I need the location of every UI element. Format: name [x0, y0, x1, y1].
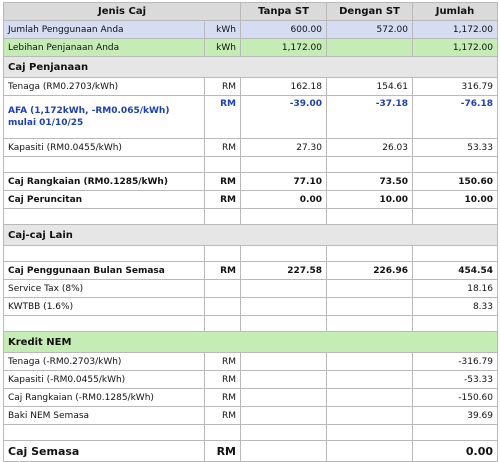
- tenaga-tanpa-st: 162.18: [240, 77, 327, 96]
- kapasiti-unit: RM: [204, 138, 241, 157]
- row-nem-kapasiti: Kapasiti (-RM0.0455/kWh) RM -53.33: [3, 370, 498, 389]
- bulan-semasa-dengan-st: 226.96: [326, 261, 413, 280]
- section-caj-lain: Caj-caj Lain: [3, 224, 498, 246]
- usage-row: Jumlah Penggunaan Anda kWh 600.00 572.00…: [3, 20, 498, 39]
- usage-tanpa-st: 600.00: [240, 20, 327, 39]
- service-tax-label: Service Tax (8%): [3, 279, 205, 298]
- row-caj-rangkaian: Caj Rangkaian (RM0.1285/kWh) RM 77.10 73…: [3, 172, 498, 191]
- caj-peruncitan-tanpa-st: 0.00: [240, 190, 327, 209]
- caj-rangkaian-dengan-st: 73.50: [326, 172, 413, 191]
- usage-label: Jumlah Penggunaan Anda: [3, 20, 205, 39]
- row-caj-peruncitan: Caj Peruncitan RM 0.00 10.00 10.00: [3, 190, 498, 209]
- excess-row: Lebihan Penjanaan Anda kWh 1,172.00 1,17…: [3, 38, 498, 57]
- nem-kapasiti-jumlah: -53.33: [412, 370, 498, 389]
- header-jenis-caj: Jenis Caj: [3, 2, 241, 21]
- caj-semasa-unit: RM: [204, 440, 241, 462]
- row-kwtbb: KWTBB (1.6%) 8.33: [3, 297, 498, 316]
- excess-label: Lebihan Penjanaan Anda: [3, 38, 205, 57]
- caj-peruncitan-label: Caj Peruncitan: [3, 190, 205, 209]
- blank-row: [3, 315, 498, 332]
- blank-row: [3, 424, 498, 441]
- bulan-semasa-jumlah: 454.54: [412, 261, 498, 280]
- excess-tanpa-st: 1,172.00: [240, 38, 327, 57]
- bulan-semasa-tanpa-st: 227.58: [240, 261, 327, 280]
- tenaga-label: Tenaga (RM0.2703/kWh): [3, 77, 205, 96]
- excess-dengan-st-empty: [326, 38, 413, 57]
- bulan-semasa-label: Caj Penggunaan Bulan Semasa: [3, 261, 205, 280]
- header-dengan-st: Dengan ST: [326, 2, 413, 21]
- nem-kapasiti-unit: RM: [204, 370, 241, 389]
- nem-tenaga-jumlah: -316.79: [412, 352, 498, 371]
- row-nem-rangkaian: Caj Rangkaian (-RM0.1285/kWh) RM -150.60: [3, 388, 498, 407]
- tenaga-jumlah: 316.79: [412, 77, 498, 96]
- bill-charges-table: Jenis Caj Tanpa ST Dengan ST Jumlah Juml…: [3, 2, 498, 462]
- usage-jumlah: 1,172.00: [412, 20, 498, 39]
- kapasiti-dengan-st: 26.03: [326, 138, 413, 157]
- caj-peruncitan-dengan-st: 10.00: [326, 190, 413, 209]
- usage-dengan-st: 572.00: [326, 20, 413, 39]
- afa-unit: RM: [204, 95, 241, 139]
- row-nem-tenaga: Tenaga (-RM0.2703/kWh) RM -316.79: [3, 352, 498, 371]
- service-tax-jumlah: 18.16: [412, 279, 498, 298]
- baki-nem-jumlah: 39.69: [412, 406, 498, 425]
- header-tanpa-st: Tanpa ST: [240, 2, 327, 21]
- nem-tenaga-label: Tenaga (-RM0.2703/kWh): [3, 352, 205, 371]
- blank-row: [3, 245, 498, 262]
- caj-rangkaian-tanpa-st: 77.10: [240, 172, 327, 191]
- row-kapasiti: Kapasiti (RM0.0455/kWh) RM 27.30 26.03 5…: [3, 138, 498, 157]
- table-header-row: Jenis Caj Tanpa ST Dengan ST Jumlah: [3, 2, 498, 21]
- row-bulan-semasa: Caj Penggunaan Bulan Semasa RM 227.58 22…: [3, 261, 498, 280]
- kwtbb-label: KWTBB (1.6%): [3, 297, 205, 316]
- afa-label: AFA (1,172kWh, -RM0.065/kWh) mulai 01/10…: [3, 95, 205, 139]
- afa-jumlah: -76.18: [412, 95, 498, 139]
- tenaga-dengan-st: 154.61: [326, 77, 413, 96]
- section-caj-penjanaan: Caj Penjanaan: [3, 56, 498, 78]
- nem-rangkaian-jumlah: -150.60: [412, 388, 498, 407]
- section-title-kredit-nem: Kredit NEM: [3, 331, 498, 353]
- header-jumlah: Jumlah: [412, 2, 498, 21]
- caj-semasa-jumlah: 0.00: [412, 440, 498, 462]
- blank-row: [3, 156, 498, 173]
- kwtbb-jumlah: 8.33: [412, 297, 498, 316]
- section-title-caj-penjanaan: Caj Penjanaan: [3, 56, 498, 78]
- afa-tanpa-st: -39.00: [240, 95, 327, 139]
- section-kredit-nem: Kredit NEM: [3, 331, 498, 353]
- row-caj-semasa: Caj Semasa RM 0.00: [3, 440, 498, 462]
- excess-unit: kWh: [204, 38, 241, 57]
- caj-rangkaian-jumlah: 150.60: [412, 172, 498, 191]
- nem-rangkaian-label: Caj Rangkaian (-RM0.1285/kWh): [3, 388, 205, 407]
- nem-rangkaian-unit: RM: [204, 388, 241, 407]
- nem-kapasiti-label: Kapasiti (-RM0.0455/kWh): [3, 370, 205, 389]
- row-baki-nem: Baki NEM Semasa RM 39.69: [3, 406, 498, 425]
- baki-nem-unit: RM: [204, 406, 241, 425]
- row-service-tax: Service Tax (8%) 18.16: [3, 279, 498, 298]
- caj-rangkaian-unit: RM: [204, 172, 241, 191]
- row-tenaga: Tenaga (RM0.2703/kWh) RM 162.18 154.61 3…: [3, 77, 498, 96]
- caj-rangkaian-label: Caj Rangkaian (RM0.1285/kWh): [3, 172, 205, 191]
- baki-nem-label: Baki NEM Semasa: [3, 406, 205, 425]
- kapasiti-jumlah: 53.33: [412, 138, 498, 157]
- caj-peruncitan-unit: RM: [204, 190, 241, 209]
- bulan-semasa-unit: RM: [204, 261, 241, 280]
- usage-unit: kWh: [204, 20, 241, 39]
- kapasiti-label: Kapasiti (RM0.0455/kWh): [3, 138, 205, 157]
- caj-semasa-label: Caj Semasa: [3, 440, 205, 462]
- blank-row: [3, 208, 498, 225]
- row-afa: AFA (1,172kWh, -RM0.065/kWh) mulai 01/10…: [3, 95, 498, 139]
- tenaga-unit: RM: [204, 77, 241, 96]
- caj-peruncitan-jumlah: 10.00: [412, 190, 498, 209]
- section-title-caj-lain: Caj-caj Lain: [3, 224, 498, 246]
- afa-dengan-st: -37.18: [326, 95, 413, 139]
- kapasiti-tanpa-st: 27.30: [240, 138, 327, 157]
- excess-jumlah: 1,172.00: [412, 38, 498, 57]
- nem-tenaga-unit: RM: [204, 352, 241, 371]
